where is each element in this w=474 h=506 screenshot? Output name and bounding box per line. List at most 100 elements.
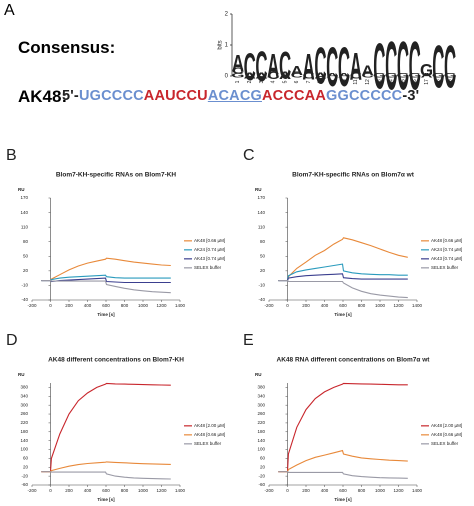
y-tick-label: 170 xyxy=(20,195,28,200)
logo-letter: G xyxy=(396,72,409,80)
y-tick-label: 220 xyxy=(257,420,265,425)
x-tick-label: 1200 xyxy=(393,488,404,493)
x-tick-label: 400 xyxy=(84,488,92,493)
line-series xyxy=(278,449,408,473)
logo-letter: A xyxy=(255,71,268,81)
y-tick-label: 340 xyxy=(257,393,265,398)
legend-label: AK48 [2.00 µM] xyxy=(194,423,225,428)
y-tick-label: -20 xyxy=(258,473,265,478)
legend-label: AK43 [0.74 µM] xyxy=(194,256,225,261)
logo-letter: G xyxy=(408,72,421,80)
line-series xyxy=(278,273,408,282)
y-tick-label: 80 xyxy=(23,239,29,244)
x-tick-label: 7 xyxy=(306,80,312,83)
x-tick-label: 1400 xyxy=(412,488,423,493)
x-tick-label: 14 xyxy=(388,79,394,85)
x-tick-label: 0 xyxy=(49,303,52,308)
sequence-segment: 5'- xyxy=(62,88,79,104)
y-tick-label: 180 xyxy=(20,429,28,434)
axis-label: Time [s] xyxy=(334,497,352,502)
y-tick-label: 260 xyxy=(257,411,265,416)
x-tick-label: 1200 xyxy=(156,488,167,493)
y-tick-label: 20 xyxy=(260,268,266,273)
logo-letter: A xyxy=(338,72,350,80)
x-tick-label: 0 xyxy=(49,488,52,493)
logo-letter: G xyxy=(385,72,398,80)
y-tick-label: 80 xyxy=(260,239,266,244)
x-tick-label: 0 xyxy=(286,488,289,493)
logo-letter: A xyxy=(314,71,327,81)
y-tick-label: 140 xyxy=(20,210,28,215)
logo-letter: C xyxy=(397,28,409,105)
axis-label: RU xyxy=(255,187,262,192)
legend-label: SELEX buffer xyxy=(431,441,459,446)
x-tick-label: -200 xyxy=(27,488,37,493)
x-tick-label: 1000 xyxy=(375,303,386,308)
y-tick-label: 140 xyxy=(257,210,265,215)
consensus-label: Consensus: xyxy=(18,38,116,57)
x-tick-label: 10 xyxy=(341,79,347,85)
y-tick-label: 20 xyxy=(260,464,266,469)
logo-letter: G xyxy=(432,72,445,80)
x-tick-label: 12 xyxy=(365,79,371,85)
chart-title: AK48 RNA different concentrations on Blo… xyxy=(277,357,431,364)
line-series xyxy=(278,263,408,282)
y-tick-label: 220 xyxy=(20,420,28,425)
logo-letter: A xyxy=(303,47,315,88)
axis-label: RU xyxy=(18,372,25,377)
x-tick-label: 18 xyxy=(436,79,442,85)
sequence-segment: AAUCCU xyxy=(143,88,208,104)
x-tick-label: 6 xyxy=(294,80,300,83)
axis-label: Time [s] xyxy=(97,497,115,502)
axis-label: Time [s] xyxy=(334,312,352,317)
logo-letter: G xyxy=(444,72,457,80)
x-tick-label: 400 xyxy=(321,303,329,308)
y-tick-label: -20 xyxy=(21,473,28,478)
line-series xyxy=(41,280,171,294)
sequence: 5'-UGCCCCAAUCCUACACGACCCAAGGCCCCC-3' xyxy=(62,88,419,104)
logo-letter: A xyxy=(326,72,338,80)
panel-label: E xyxy=(243,332,254,349)
x-tick-label: 1400 xyxy=(175,303,186,308)
axis-label: Time [s] xyxy=(97,312,115,317)
logo-letter: C xyxy=(291,72,303,80)
y-tick-label: 50 xyxy=(23,253,29,258)
logo-letter: A xyxy=(267,46,279,85)
x-tick-label: 11 xyxy=(353,79,359,84)
x-tick-label: 19 xyxy=(447,79,453,85)
axis-label: RU xyxy=(255,372,262,377)
legend-label: AK24 [0.74 µM] xyxy=(431,247,462,252)
x-tick-label: 800 xyxy=(358,488,366,493)
sequence-segment: UGCCCC xyxy=(78,88,144,104)
panel-label: D xyxy=(6,332,18,349)
line-series xyxy=(278,471,408,479)
x-tick-label: 16 xyxy=(412,79,418,85)
x-tick-label: 200 xyxy=(302,488,310,493)
y-tick-label: 100 xyxy=(257,447,265,452)
logo-letter: C xyxy=(361,72,373,80)
y-tick-label: 110 xyxy=(258,224,266,229)
legend-label: AK24 [0.74 µM] xyxy=(194,247,225,252)
logo-letter: C xyxy=(279,45,291,88)
logo-letter: C xyxy=(232,66,245,76)
line-series xyxy=(41,471,171,480)
x-tick-label: 8 xyxy=(318,80,324,83)
logo-letter: A xyxy=(361,63,374,79)
x-tick-label: -200 xyxy=(264,303,274,308)
y-tick-label: 260 xyxy=(20,411,28,416)
y-tick-label: -40 xyxy=(21,297,28,302)
logo-letter: C xyxy=(338,36,350,98)
x-tick-label: 2 xyxy=(247,80,253,83)
sequence-segment: ACACG xyxy=(207,88,262,104)
y-tick-label: 300 xyxy=(257,402,265,407)
y-tick-label: 180 xyxy=(257,429,265,434)
line-series xyxy=(278,280,408,299)
line-series xyxy=(41,274,171,282)
chart-title: AK48 different concentrations on Blom7-K… xyxy=(48,357,184,364)
panel-label: B xyxy=(6,147,17,164)
logo-letter: C xyxy=(444,34,456,101)
logo-letter: A xyxy=(420,72,432,80)
y-tick-label: 60 xyxy=(260,456,266,461)
x-tick-label: 600 xyxy=(339,303,347,308)
legend-label: AK48 [0.66 µM] xyxy=(431,238,462,243)
